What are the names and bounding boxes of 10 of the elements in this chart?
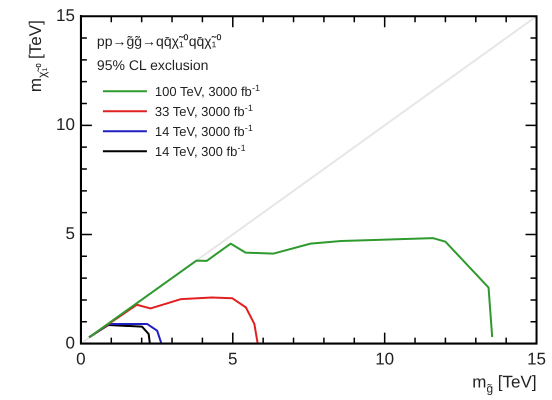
y-tick-label: 5 xyxy=(65,224,75,244)
x-tick-label: 15 xyxy=(527,349,546,368)
annotation: 95% CL exclusion xyxy=(96,57,208,74)
y-axis-title: mχ̃₁⁰ [TeV] xyxy=(26,20,50,92)
y-tick-label: 15 xyxy=(56,6,75,25)
annotation: pp→g̃g̃→qq̄χ̃₁⁰qq̄χ̃₁⁰ xyxy=(96,33,222,50)
y-tick-label: 0 xyxy=(65,333,75,352)
x-tick-label: 5 xyxy=(228,349,238,368)
x-tick-label: 10 xyxy=(375,349,394,368)
y-tick-label: 10 xyxy=(56,115,75,134)
